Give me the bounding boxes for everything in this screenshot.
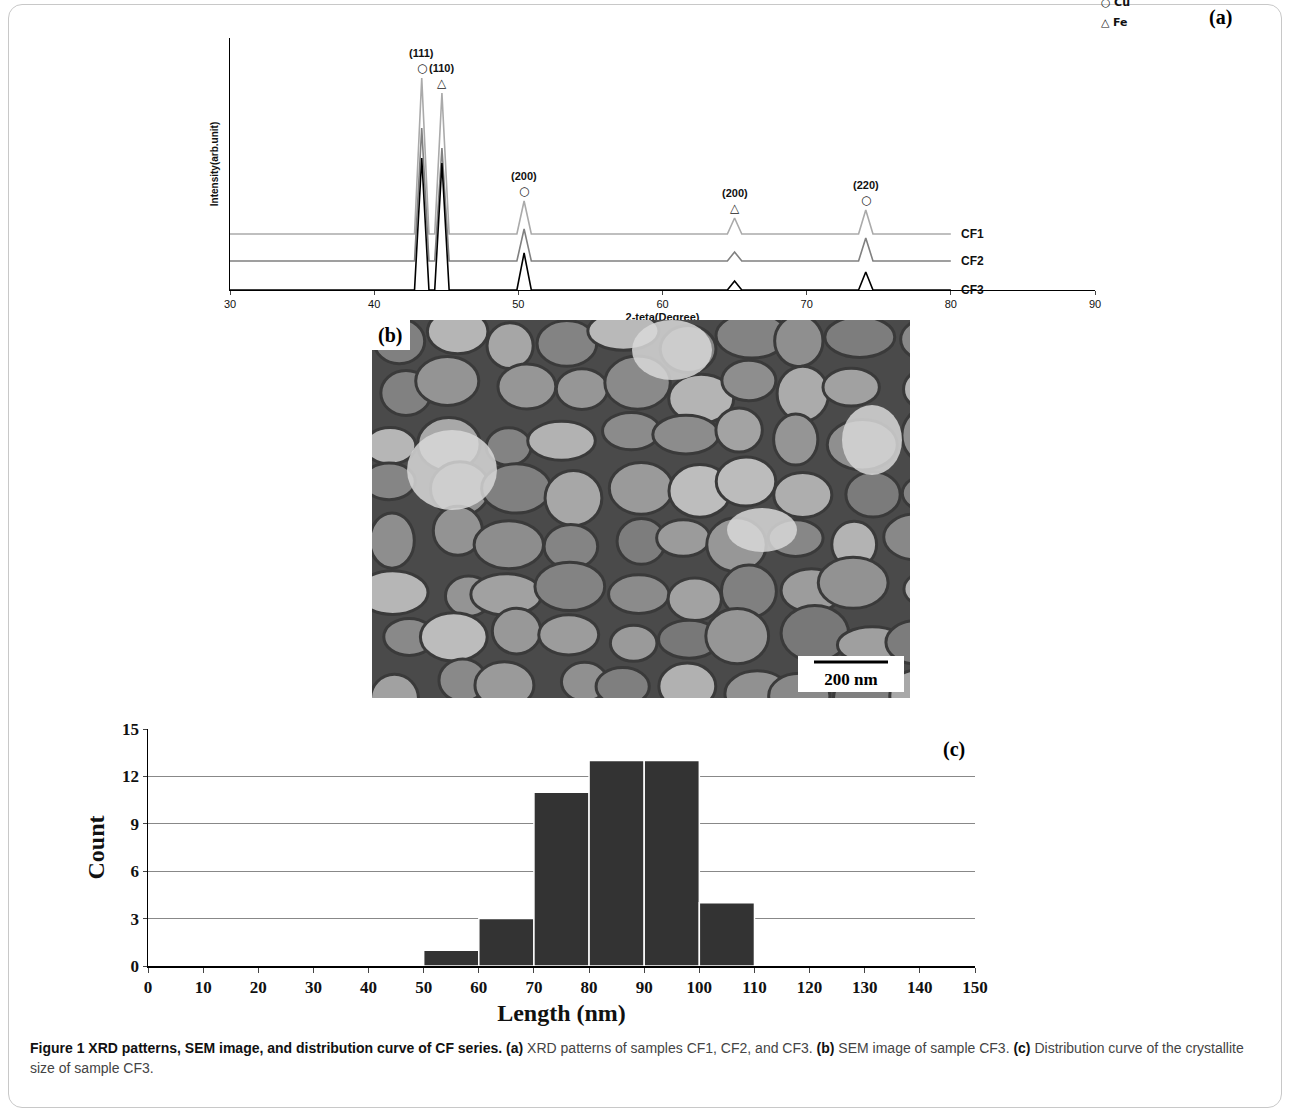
svg-text:40: 40: [360, 978, 377, 997]
svg-text:△: △: [437, 76, 447, 90]
svg-text:(a): (a): [1209, 6, 1232, 29]
svg-text:(220): (220): [853, 179, 879, 191]
svg-text:30: 30: [305, 978, 322, 997]
svg-text:30: 30: [224, 298, 236, 310]
svg-text:70: 70: [801, 298, 813, 310]
svg-text:20: 20: [250, 978, 267, 997]
svg-text:CF2: CF2: [961, 254, 984, 268]
svg-text:○: ○: [417, 61, 427, 75]
svg-text:90: 90: [1089, 298, 1101, 310]
svg-text:CF1: CF1: [961, 227, 984, 241]
svg-text:(110): (110): [429, 62, 454, 74]
svg-text:90: 90: [636, 978, 653, 997]
svg-text:70: 70: [525, 978, 542, 997]
svg-text:40: 40: [368, 298, 380, 310]
svg-text:140: 140: [907, 978, 933, 997]
svg-text:10: 10: [195, 978, 212, 997]
svg-text:120: 120: [797, 978, 823, 997]
svg-text:(200): (200): [511, 170, 537, 182]
svg-text:50: 50: [415, 978, 432, 997]
svg-text:(200): (200): [722, 187, 748, 199]
svg-text:150: 150: [962, 978, 988, 997]
svg-text:110: 110: [742, 978, 767, 997]
svg-text:6: 6: [131, 862, 140, 881]
svg-text:○: ○: [519, 184, 529, 198]
svg-text:2-teta(Degree): 2-teta(Degree): [625, 311, 700, 324]
svg-text:0: 0: [131, 957, 140, 976]
svg-text:200 nm: 200 nm: [824, 670, 877, 689]
svg-text:80: 80: [945, 298, 957, 310]
svg-text:△: △: [730, 201, 740, 215]
svg-text:3: 3: [131, 910, 140, 929]
html-text:Figure 1 XRD patterns, SEM ima: Figure 1 XRD patterns, SEM image, and di…: [30, 1040, 1244, 1076]
svg-text:(111): (111): [409, 47, 434, 59]
svg-text:80: 80: [581, 978, 598, 997]
svg-text:CF3: CF3: [961, 283, 984, 297]
svg-text:(c): (c): [943, 738, 965, 761]
svg-text:Intensity(arb.unit): Intensity(arb.unit): [209, 122, 220, 206]
svg-text:0: 0: [144, 978, 153, 997]
svg-text:Count: Count: [83, 815, 109, 879]
svg-text:60: 60: [656, 298, 668, 310]
svg-text:9: 9: [131, 815, 140, 834]
svg-text:△ Fe: △ Fe: [1101, 16, 1128, 29]
svg-text:50: 50: [512, 298, 524, 310]
svg-text:130: 130: [852, 978, 878, 997]
svg-text:○ Cu: ○ Cu: [1101, 0, 1130, 9]
svg-text:○: ○: [861, 193, 871, 207]
svg-text:(b): (b): [378, 324, 402, 347]
svg-text:60: 60: [470, 978, 487, 997]
svg-text:15: 15: [122, 720, 139, 739]
svg-text:Length (nm): Length (nm): [497, 1000, 626, 1026]
svg-text:100: 100: [687, 978, 713, 997]
svg-text:12: 12: [122, 767, 139, 786]
